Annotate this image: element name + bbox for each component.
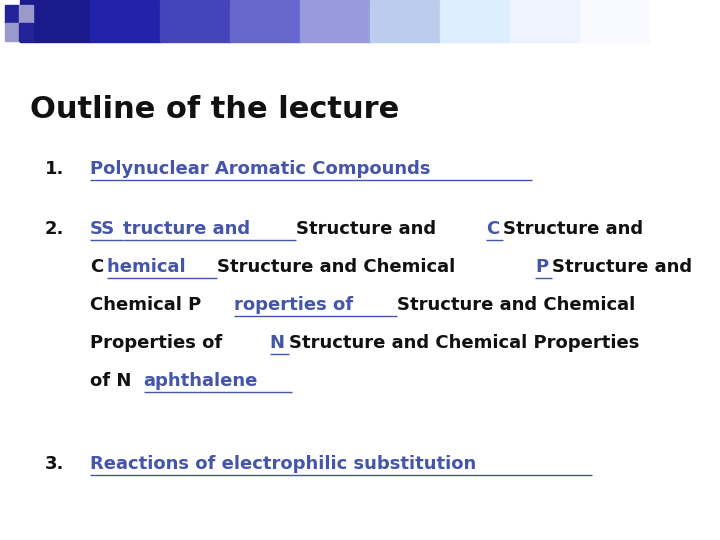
Text: SS: SS <box>90 220 115 238</box>
Bar <box>5 23 19 41</box>
Text: 2.: 2. <box>45 220 64 238</box>
Text: P: P <box>535 258 548 276</box>
Text: Structure and: Structure and <box>503 220 644 238</box>
Bar <box>650 0 720 42</box>
Text: hemical: hemical <box>107 258 192 276</box>
Text: 1.: 1. <box>45 160 64 178</box>
Text: roperties of: roperties of <box>235 296 360 314</box>
Bar <box>19 23 33 41</box>
Text: Structure and Chemical: Structure and Chemical <box>217 258 462 276</box>
Bar <box>300 0 371 42</box>
Bar <box>20 0 91 42</box>
Bar <box>230 0 301 42</box>
Bar <box>580 0 651 42</box>
Bar <box>19 5 33 23</box>
Text: 3.: 3. <box>45 455 64 473</box>
Text: Polynuclear Aromatic Compounds: Polynuclear Aromatic Compounds <box>90 160 431 178</box>
Text: of N: of N <box>90 372 131 390</box>
Text: Properties of: Properties of <box>90 334 228 352</box>
Text: Structure and: Structure and <box>296 220 442 238</box>
Text: C: C <box>90 258 103 276</box>
Bar <box>5 5 19 23</box>
Bar <box>510 0 581 42</box>
Bar <box>440 0 511 42</box>
Text: Structure and: Structure and <box>552 258 692 276</box>
Text: Structure and Chemical: Structure and Chemical <box>397 296 636 314</box>
Bar <box>160 0 231 42</box>
Text: Outline of the lecture: Outline of the lecture <box>30 95 400 124</box>
Text: tructure and: tructure and <box>123 220 256 238</box>
Text: Structure and Chemical Properties: Structure and Chemical Properties <box>289 334 640 352</box>
Bar <box>370 0 441 42</box>
Bar <box>90 0 161 42</box>
Text: C: C <box>486 220 500 238</box>
Text: Chemical P: Chemical P <box>90 296 202 314</box>
Text: N: N <box>270 334 285 352</box>
Text: Reactions of electrophilic substitution: Reactions of electrophilic substitution <box>90 455 476 473</box>
Text: aphthalene: aphthalene <box>144 372 258 390</box>
